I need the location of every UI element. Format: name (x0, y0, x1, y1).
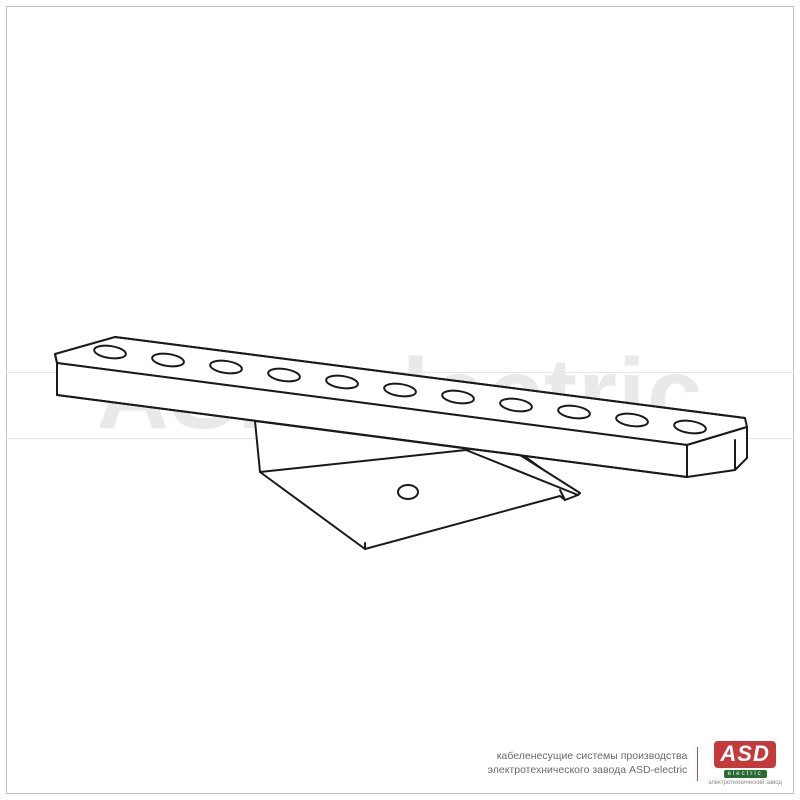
logo-tag: электротехнический завод (708, 780, 782, 786)
footer-text: кабеленесущие системы производства элект… (488, 750, 688, 777)
logo-sub: electric (724, 770, 767, 778)
footer-separator (697, 747, 698, 781)
bracket-drawing (0, 0, 800, 800)
brand-logo: ASD electric электротехнический завод (708, 741, 782, 786)
footer: кабеленесущие системы производства элект… (488, 741, 782, 786)
logo-main: ASD (714, 741, 775, 768)
footer-line2: электротехнического завода ASD-electric (488, 764, 688, 778)
footer-line1: кабеленесущие системы производства (488, 750, 688, 764)
mounting-hole (398, 485, 418, 499)
